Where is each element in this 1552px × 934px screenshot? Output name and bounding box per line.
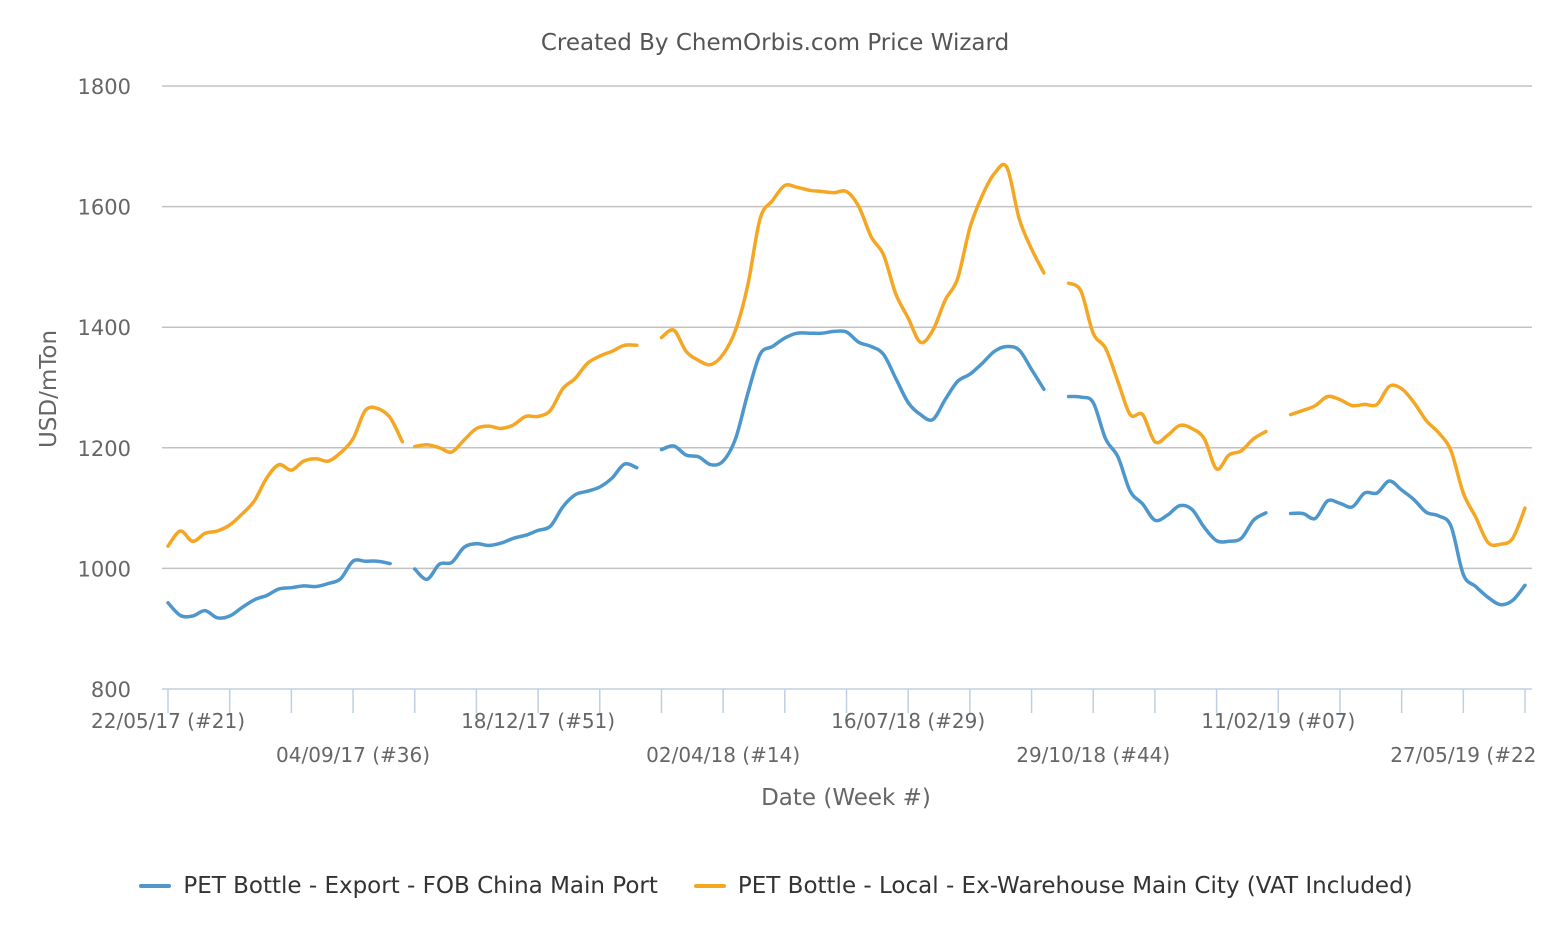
series-0-segment-2 [659,329,1046,467]
series-1-segment-4 [1288,383,1527,548]
series-1-segment-3 [1066,281,1268,471]
legend-item-local[interactable]: PET Bottle - Local - Ex-Warehouse Main C… [693,873,1413,899]
legend-label-local: PET Bottle - Local - Ex-Warehouse Main C… [737,873,1413,899]
x-tick-label-3: 02/04/18 (#14) [646,743,800,767]
x-tick-label-2: 18/12/17 (#51) [461,709,615,733]
y-tick-label-1200: 1200 [78,437,131,461]
y-tick-label-1600: 1600 [78,196,131,220]
x-tick-label-4: 16/07/18 (#29) [831,709,985,733]
series-0 [166,329,1527,620]
series-lines [166,162,1527,620]
legend: PET Bottle - Export - FOB China Main Por… [0,866,1552,906]
x-axis [162,688,1532,713]
series-0-segment-3 [1066,394,1268,544]
series-1-segment-1 [412,343,639,454]
x-tick-label-0: 22/05/17 (#21) [91,709,245,733]
series-0-segment-1 [412,461,639,582]
x-tick-label-5: 29/10/18 (#44) [1016,743,1170,767]
x-tick-label-6: 11/02/19 (#07) [1201,709,1355,733]
y-tick-label-1000: 1000 [78,557,131,581]
x-tick-label-1: 04/09/17 (#36) [276,743,430,767]
legend-item-export[interactable]: PET Bottle - Export - FOB China Main Por… [139,873,658,899]
y-axis-label: USD/mTon [36,330,62,448]
legend-label-export: PET Bottle - Export - FOB China Main Por… [183,873,658,899]
series-0-segment-0 [166,558,392,620]
x-axis-label: Date (Week #) [761,785,931,811]
legend-swatch-local [693,884,726,888]
y-tick-label-1400: 1400 [78,316,131,340]
x-tick-label-7: 27/05/19 (#22 [1390,743,1536,767]
y-tick-label-1800: 1800 [78,75,131,99]
y-gridlines [162,85,1532,570]
series-0-segment-4 [1288,479,1527,607]
x-tick-labels: 22/05/17 (#21) 04/09/17 (#36) 18/12/17 (#5… [91,709,1536,767]
chart-title: Created By ChemOrbis.com Price Wizard [541,30,1009,56]
legend-swatch-export [139,884,172,888]
series-1 [166,162,1527,548]
y-tick-labels: 800 1000 1200 1400 1600 1800 [78,75,131,702]
series-1-segment-0 [166,405,405,548]
series-1-segment-2 [659,162,1046,367]
y-tick-label-800: 800 [91,678,131,702]
